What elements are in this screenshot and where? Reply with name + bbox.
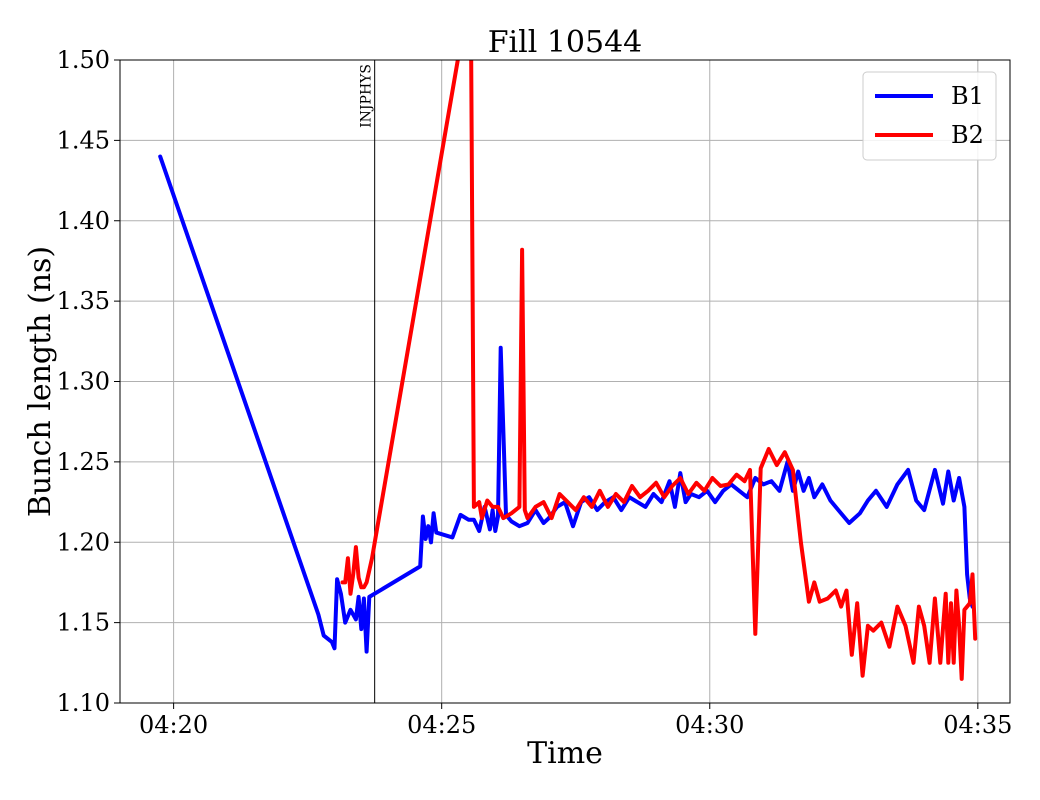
injphys-label: INJPHYS	[359, 64, 375, 128]
legend-label-b1: B1	[951, 82, 984, 110]
x-axis-ticks: 04:20 04:25 04:30 04:35	[139, 703, 1012, 739]
y-tick-label: 1.20	[57, 528, 110, 556]
series-line-b1	[158, 154, 975, 654]
series-line-b2	[340, 60, 978, 681]
y-tick-label: 1.30	[57, 368, 110, 396]
legend-label-b2: B2	[951, 121, 984, 149]
chart-title: Fill 10544	[488, 25, 643, 60]
x-tick-label: 04:30	[675, 711, 744, 739]
y-tick-label: 1.10	[57, 689, 110, 717]
x-tick-label: 04:25	[407, 711, 476, 739]
x-tick-label: 04:35	[943, 711, 1012, 739]
y-tick-label: 1.15	[57, 609, 110, 637]
grid	[120, 59, 1010, 704]
y-tick-label: 1.25	[57, 448, 110, 476]
y-axis-label: Bunch length (ns)	[23, 246, 58, 517]
y-tick-label: 1.40	[57, 207, 110, 235]
y-tick-label: 1.50	[57, 46, 110, 74]
series-lines	[158, 60, 978, 681]
y-axis-ticks: 1.10 1.15 1.20 1.25 1.30 1.35 1.40 1.45 1.50	[57, 46, 120, 717]
x-axis-label: Time	[527, 736, 603, 771]
x-tick-label: 04:20	[139, 711, 208, 739]
y-tick-label: 1.45	[57, 126, 110, 154]
y-tick-label: 1.35	[57, 287, 110, 315]
